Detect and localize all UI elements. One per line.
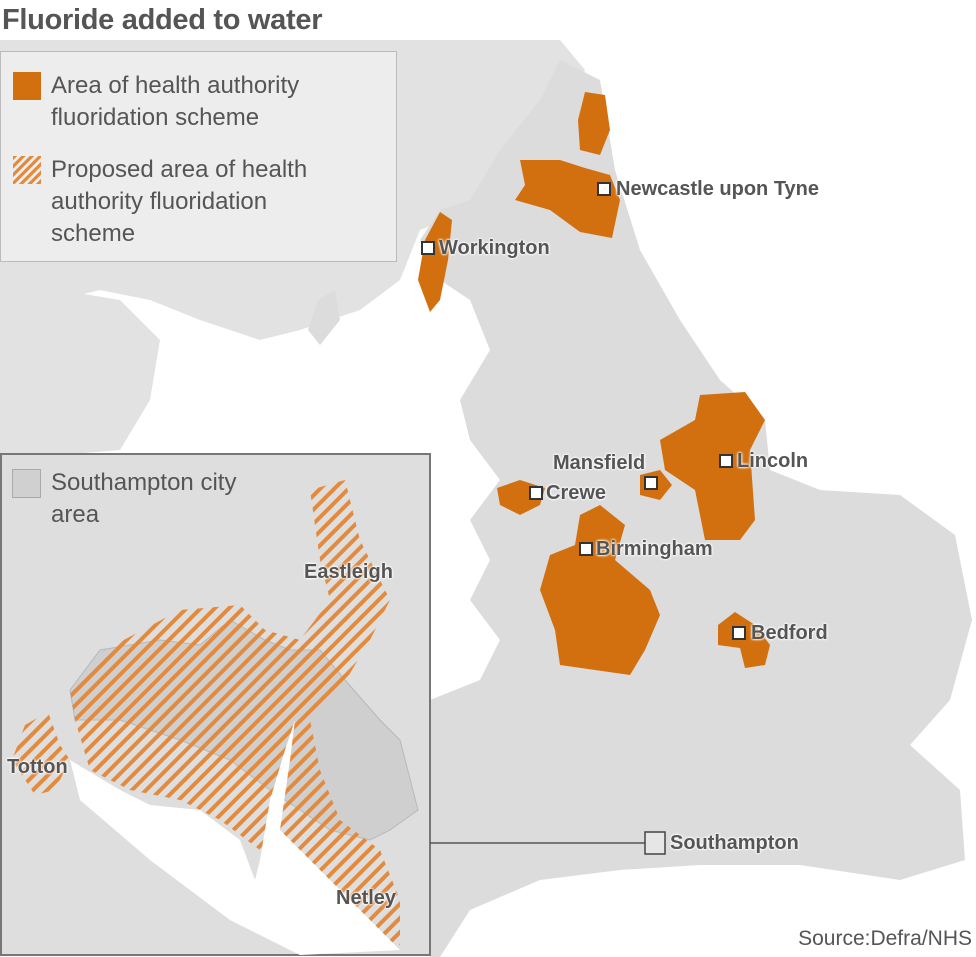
legend-label: Proposed area of health authority fluori… [51,156,308,247]
legend-item-proposed: Proposed area of health authority fluori… [13,154,351,250]
label-netley: Netley [336,887,397,909]
legend-item-scheme: Area of health authority fluoridation sc… [13,70,351,134]
legend-label: Area of health authority fluoridation sc… [51,72,300,131]
marker-bedford [732,626,746,640]
marker-crewe [529,486,543,500]
label-eastleigh: Eastleigh [304,561,393,583]
marker-mansfield [644,476,658,490]
marker-birmingham [579,542,593,556]
scheme-area-newcastle [515,160,620,238]
proposed-area-main [70,480,400,945]
hatched-swatch-icon [13,156,41,184]
england-wales-land [420,60,972,957]
label-mansfield: Mansfield [553,452,646,474]
scheme-area-northumberland [578,92,610,155]
label-workington: Workington [439,237,550,259]
southampton-marker [644,831,666,855]
label-southampton: Southampton [670,832,799,854]
southampton-inset [0,453,431,956]
label-lincoln: Lincoln [737,450,809,472]
marker-newcastle [597,182,611,196]
inset-legend-label: Southampton city area [51,469,237,528]
label-birmingham: Birmingham [596,538,713,560]
proposed-area-totton [12,712,70,795]
inset-legend: Southampton city area [12,467,241,531]
ireland-land [0,290,160,460]
label-totton: Totton [7,756,68,778]
city-area-swatch-icon [12,469,41,498]
legend: Area of health authority fluoridation sc… [0,51,397,262]
scheme-area-workington [418,212,452,312]
scheme-area-lincoln [660,392,765,540]
label-crewe: Crewe [546,482,607,504]
marker-workington [421,241,435,255]
label-newcastle: Newcastle upon Tyne [616,178,820,200]
source-note: Source:Defra/NHS [798,927,972,950]
isle-of-man [308,290,340,345]
marker-lincoln [719,454,733,468]
solid-swatch-icon [13,72,41,100]
southampton-water [70,720,400,955]
label-bedford: Bedford [751,622,828,644]
scheme-area-birmingham [540,505,660,675]
map-title: Fluoride added to water [2,4,323,36]
city-markers [421,182,746,640]
